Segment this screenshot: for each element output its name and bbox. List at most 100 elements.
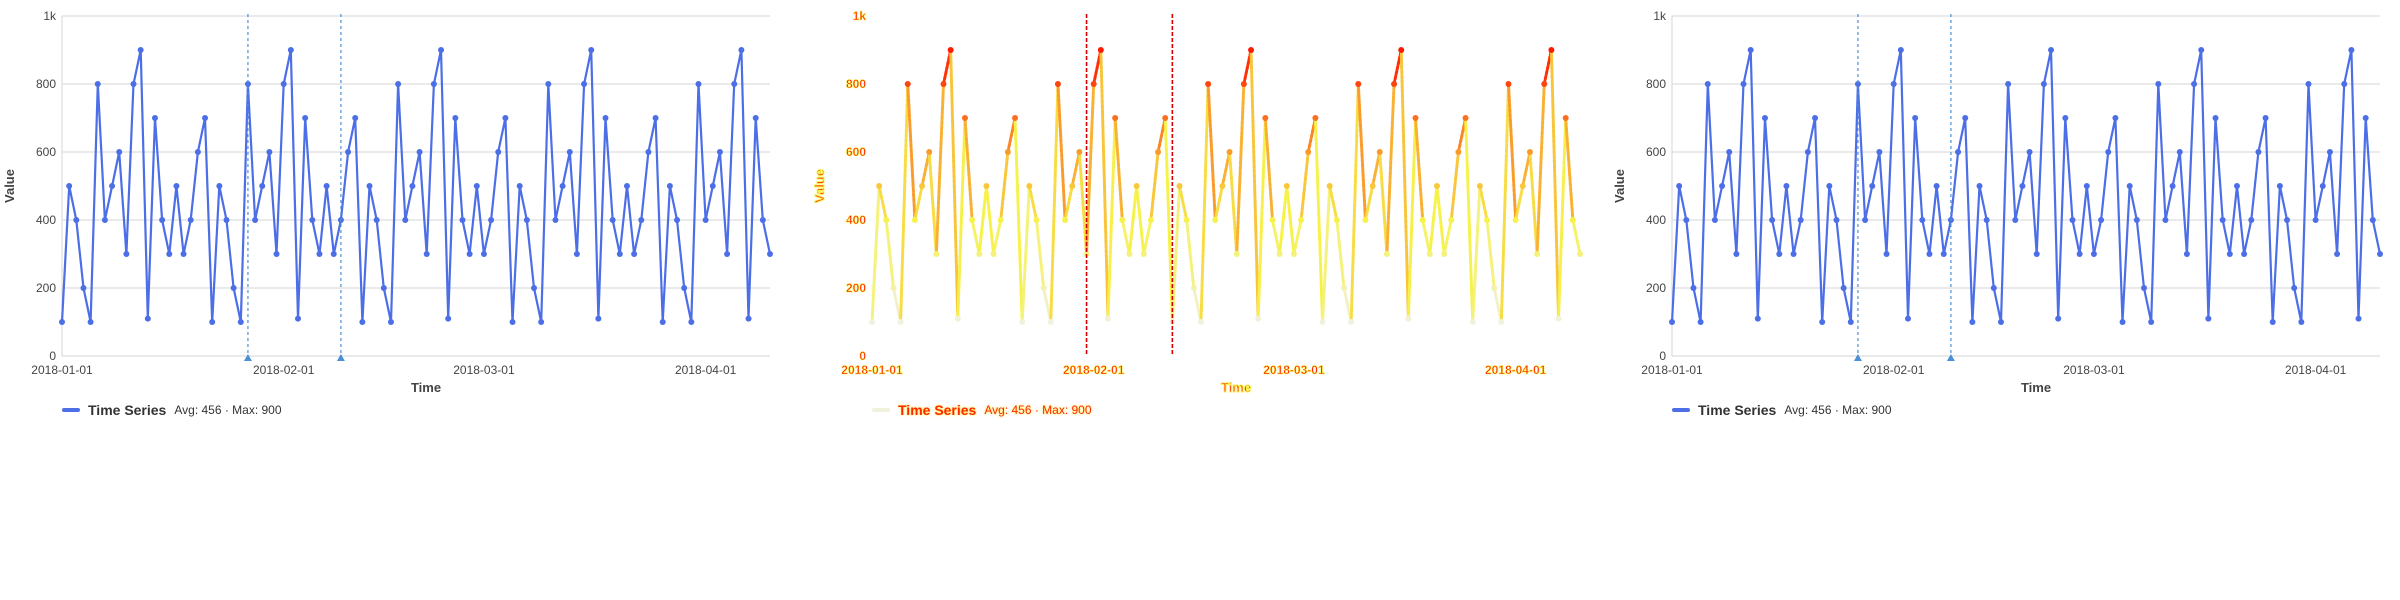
heat-point: [1469, 319, 1476, 325]
marker-handle: [336, 354, 345, 361]
heat-point: [1555, 315, 1562, 322]
data-point: [702, 217, 709, 223]
y-tick-label: 400: [846, 213, 866, 227]
data-point: [2248, 217, 2255, 223]
data-point: [516, 183, 523, 189]
heat-segment: [1070, 150, 1081, 188]
legend[interactable]: Time Series Avg: 456 · Max: 900: [62, 402, 282, 418]
heat-point: [1226, 149, 1233, 155]
data-point: [80, 285, 87, 291]
data-point: [187, 217, 194, 223]
heat-segment: [899, 82, 910, 324]
heat-point: [1312, 115, 1319, 121]
y-tick-label: 600: [1646, 145, 1666, 159]
data-point: [466, 251, 473, 257]
heat-segment: [1449, 150, 1460, 222]
data-point: [1962, 115, 1969, 121]
data-point: [745, 315, 752, 322]
heat-segment: [1428, 184, 1439, 256]
heat-point: [1076, 149, 1083, 155]
data-point: [767, 251, 773, 257]
data-point: [2312, 217, 2319, 223]
heat-point: [1069, 183, 1076, 189]
data-point: [2183, 251, 2190, 257]
data-point: [252, 217, 259, 223]
heat-segment: [1106, 116, 1117, 321]
data-point: [430, 81, 437, 87]
x-tick-label: 2018-03-01: [453, 363, 515, 377]
y-tick-label: 800: [846, 77, 866, 91]
heat-point: [1462, 115, 1469, 121]
heat-segment: [1235, 82, 1246, 256]
heat-point: [1012, 115, 1019, 121]
data-point: [1990, 285, 1997, 291]
data-point: [645, 149, 652, 155]
heat-segment: [1285, 184, 1296, 256]
data-point: [1890, 81, 1897, 87]
data-point: [244, 81, 251, 87]
heat-segment: [927, 150, 938, 256]
data-point: [380, 285, 387, 291]
heat-segment: [1363, 184, 1375, 222]
data-point: [359, 319, 366, 325]
heat-segment: [1485, 218, 1496, 290]
heat-segment: [1149, 150, 1160, 222]
data-point: [1940, 251, 1947, 257]
heat-point: [1355, 81, 1362, 87]
data-point: [2019, 183, 2026, 189]
heat-segment: [1371, 150, 1382, 188]
line-chart-right[interactable]: 0 200 400 600 800 1k 2018-01-01 2018-02-01 2018-…: [1610, 0, 2390, 400]
heat-segment: [884, 218, 895, 290]
heat-segment: [977, 184, 988, 256]
data-point: [2012, 217, 2019, 223]
data-point: [2284, 217, 2291, 223]
data-point: [2219, 217, 2226, 223]
heat-segment: [992, 218, 1003, 256]
data-point: [531, 285, 537, 291]
heatmap-chart-middle[interactable]: 0 200 400 600 800 1k 2018-01-01 2018-02-01 2018-…: [810, 0, 1590, 400]
data-point: [1726, 149, 1733, 155]
heat-point: [1341, 285, 1347, 291]
heat-point: [1105, 315, 1111, 322]
heat-point: [1047, 319, 1054, 325]
data-point: [2083, 183, 2090, 189]
legend[interactable]: Time Series Avg: 456 · Max: 900: [1672, 402, 1892, 418]
data-point: [2090, 251, 2097, 257]
heat-segment: [1270, 218, 1282, 256]
heat-point: [1426, 251, 1433, 257]
heat-point: [1162, 115, 1169, 121]
data-point: [459, 217, 466, 223]
heat-segment: [1399, 48, 1410, 321]
data-point: [1697, 319, 1704, 325]
data-point: [688, 319, 695, 325]
data-point: [87, 319, 94, 325]
data-point: [2005, 81, 2012, 87]
legend[interactable]: Time Series Avg: 456 · Max: 900: [872, 402, 1092, 418]
data-point: [59, 319, 65, 325]
heat-segment: [1249, 48, 1260, 321]
data-point: [1997, 319, 2004, 325]
data-point: [2377, 251, 2383, 257]
data-point: [2026, 149, 2033, 155]
data-point: [609, 217, 616, 223]
heat-segment: [913, 184, 924, 222]
heat-point: [883, 217, 890, 223]
heat-segment: [1185, 218, 1196, 290]
y-axis-label: Value: [1612, 169, 1627, 203]
x-tick-label: 2018-04-01: [2285, 363, 2347, 377]
y-tick-label: 200: [846, 281, 866, 295]
data-point: [287, 47, 294, 53]
data-point: [180, 251, 187, 257]
heat-point: [1019, 319, 1026, 325]
data-point: [416, 149, 423, 155]
data-point: [2355, 315, 2362, 322]
heat-point: [969, 217, 976, 223]
line-chart-left[interactable]: 0 200 400 600 800 1k 2018-01-01 2018-02-01 2018-…: [0, 0, 780, 400]
data-point: [202, 115, 209, 121]
heat-segment: [1263, 116, 1274, 222]
heat-point: [876, 183, 883, 189]
data-point: [666, 183, 673, 189]
data-point: [1812, 115, 1819, 121]
heat-point: [1140, 251, 1147, 257]
